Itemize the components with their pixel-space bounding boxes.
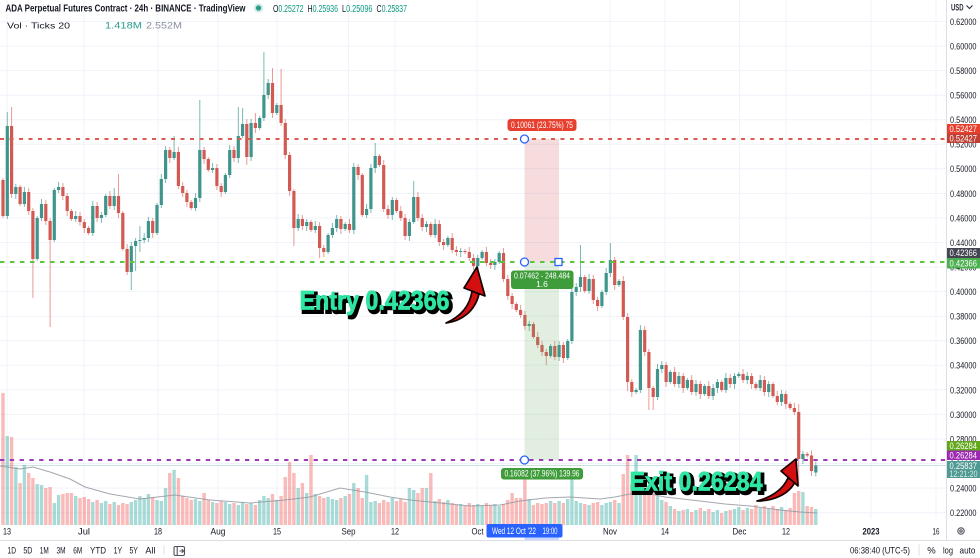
svg-text:0.34000: 0.34000 [950,361,977,372]
svg-text:L0.25096: L0.25096 [342,4,373,15]
svg-text:16: 16 [933,527,940,538]
svg-text:0.52427: 0.52427 [950,133,978,144]
svg-text:0.28000: 0.28000 [950,434,977,445]
svg-text:0.42366: 0.42366 [950,248,978,259]
svg-text:0.52000: 0.52000 [950,140,977,151]
svg-text:0.26284: 0.26284 [950,441,978,452]
svg-text:1Y: 1Y [114,546,123,557]
svg-text:YTD: YTD [90,546,106,557]
svg-text:6M: 6M [73,546,82,557]
svg-text:5Y: 5Y [129,546,138,557]
svg-text:0.22000: 0.22000 [950,508,977,519]
svg-text:Dec: Dec [733,527,747,538]
svg-text:0.58000: 0.58000 [950,66,977,77]
svg-text:Vol · Ticks 20: Vol · Ticks 20 [7,21,70,31]
svg-text:0.60000: 0.60000 [950,42,977,53]
svg-text:0.36000: 0.36000 [950,336,977,347]
svg-text:18: 18 [154,527,162,538]
svg-text:Nov: Nov [603,527,617,538]
svg-text:1D: 1D [8,546,17,557]
svg-text:0.46000: 0.46000 [950,213,977,224]
svg-text:Entry 0.42366: Entry 0.42366 [302,288,452,318]
svg-text:O0.25272: O0.25272 [273,4,304,15]
svg-text:2.552M: 2.552M [146,21,182,32]
svg-text:12: 12 [782,527,790,538]
svg-text:0.50000: 0.50000 [950,164,977,175]
svg-text:5D: 5D [23,546,32,557]
svg-text:0.38000: 0.38000 [950,312,977,323]
svg-text:All: All [145,546,155,557]
svg-text:%: % [927,546,936,557]
svg-text:0.54000: 0.54000 [950,115,977,126]
svg-text:H0.25936: H0.25936 [308,4,339,15]
svg-text:1.418M: 1.418M [105,21,142,32]
svg-text:Exit 0.26284: Exit 0.26284 [632,469,765,499]
svg-text:0.26284: 0.26284 [950,450,978,461]
svg-text:auto: auto [960,546,976,557]
svg-text:log: log [943,546,953,557]
svg-text:14: 14 [661,527,669,538]
svg-text:0.30000: 0.30000 [950,410,977,421]
svg-text:12: 12 [391,527,399,538]
svg-text:Wed 12 Oct '22: Wed 12 Oct '22 [492,526,536,537]
svg-text:0.52427: 0.52427 [950,124,978,135]
svg-text:0.25837: 0.25837 [950,461,978,472]
svg-text:0.24000: 0.24000 [950,484,977,495]
svg-text:13: 13 [3,527,11,538]
svg-text:Entry 0.42366: Entry 0.42366 [300,286,450,316]
svg-text:USD: USD [951,3,964,13]
svg-text:0.44000: 0.44000 [950,238,977,249]
svg-text:0.48000: 0.48000 [950,189,977,200]
svg-text:Exit 0.26284: Exit 0.26284 [630,467,763,497]
svg-text:0.62000: 0.62000 [950,17,977,28]
svg-text:3M: 3M [57,546,66,557]
svg-text:C0.25837: C0.25837 [377,4,408,15]
svg-text:1.6: 1.6 [536,279,548,289]
svg-text:0.10061 (23.75%) 75: 0.10061 (23.75%) 75 [511,120,573,130]
svg-text:Oct: Oct [472,527,484,538]
svg-text:12:21:20: 12:21:20 [950,469,978,479]
svg-text:15: 15 [273,527,281,538]
svg-text:2023: 2023 [863,527,880,538]
svg-text:Jul: Jul [78,527,90,538]
svg-text:0.42366: 0.42366 [950,258,978,269]
svg-text:0.16082 (37.96%) 139.96: 0.16082 (37.96%) 139.96 [505,469,580,479]
svg-text:Aug: Aug [211,527,226,538]
svg-text:19:00: 19:00 [543,526,558,537]
svg-text:1M: 1M [40,546,49,557]
svg-text:06:38:40 (UTC-5): 06:38:40 (UTC-5) [850,546,910,557]
svg-text:ADA Perpetual Futures Contract: ADA Perpetual Futures Contract · 24h · B… [6,3,247,15]
svg-text:0.07462 - 248.484: 0.07462 - 248.484 [514,271,570,281]
svg-text:Sep: Sep [342,527,356,538]
svg-text:0.32000: 0.32000 [950,385,977,396]
svg-text:0.56000: 0.56000 [950,91,977,102]
svg-text:0.40000: 0.40000 [950,287,977,298]
